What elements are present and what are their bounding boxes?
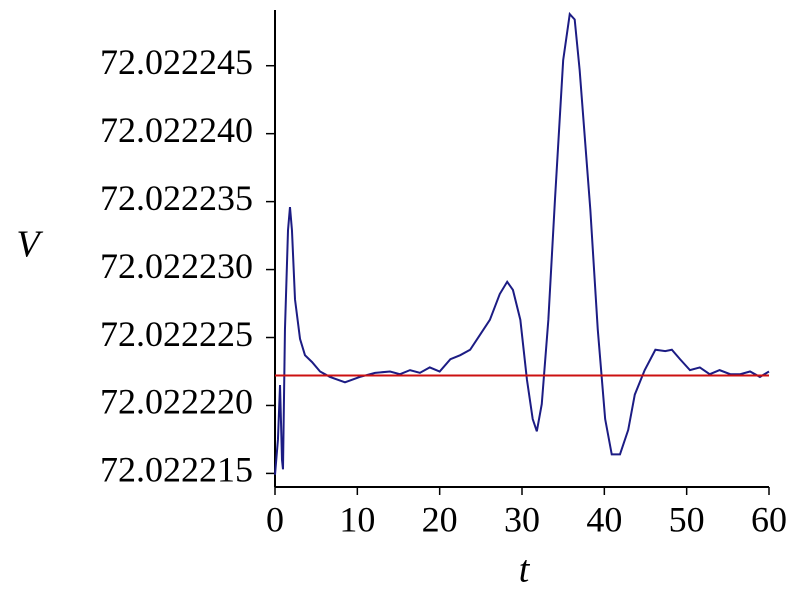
x-tick-label: 60 <box>751 499 787 539</box>
x-tick-label: 20 <box>422 499 458 539</box>
y-tick-label: 72.022235 <box>100 178 253 218</box>
x-tick-label: 0 <box>266 499 284 539</box>
x-axis-label: t <box>519 549 531 591</box>
x-tick-label: 50 <box>669 499 705 539</box>
x-tick-label: 40 <box>586 499 622 539</box>
y-tick-label: 72.022220 <box>100 382 253 422</box>
y-axis-label: V <box>16 224 43 266</box>
y-tick-label: 72.022230 <box>100 246 253 286</box>
y-tick-label: 72.022225 <box>100 314 253 354</box>
y-tick-label: 72.022215 <box>100 450 253 490</box>
x-tick-label: 10 <box>339 499 375 539</box>
y-tick-label: 72.022245 <box>100 42 253 82</box>
x-tick-label: 30 <box>504 499 540 539</box>
series-line <box>274 11 770 475</box>
y-tick-label: 72.022240 <box>100 110 253 150</box>
